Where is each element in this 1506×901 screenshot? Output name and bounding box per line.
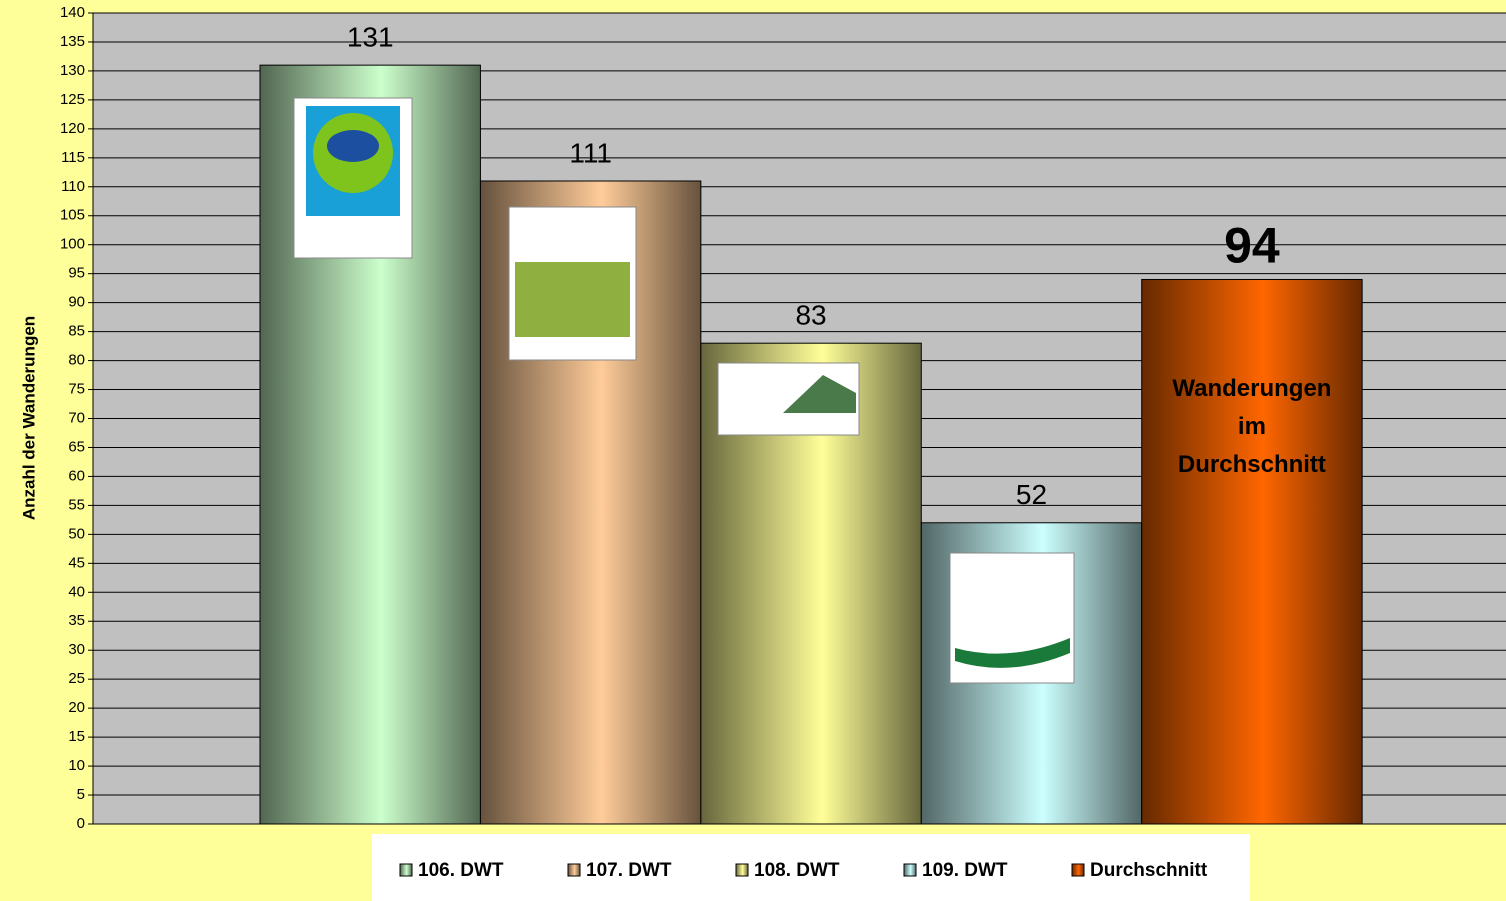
y-tick-label: 80	[68, 352, 85, 369]
legend-label: 109. DWT	[922, 860, 1008, 881]
y-tick-label: 75	[68, 381, 85, 398]
y-tick-label: 135	[60, 33, 85, 50]
y-tick-label: 20	[68, 699, 85, 716]
y-tick-label: 60	[68, 467, 85, 484]
y-tick-label: 90	[68, 294, 85, 311]
y-tick-label: 40	[68, 583, 85, 600]
data-label: 131	[347, 22, 394, 53]
y-tick-label: 115	[61, 149, 85, 166]
y-tick-label: 55	[68, 496, 85, 513]
y-tick-label: 25	[68, 670, 85, 687]
bar	[1142, 279, 1362, 824]
y-tick-label: 10	[68, 757, 85, 774]
y-tick-label: 70	[68, 409, 85, 426]
y-tick-label: 35	[68, 612, 85, 629]
y-tick-label: 130	[60, 62, 85, 79]
legend-label: Durchschnitt	[1090, 860, 1208, 881]
data-label: 111	[569, 137, 612, 168]
y-tick-label: 30	[68, 641, 85, 658]
y-tick-label: 50	[68, 525, 85, 542]
y-tick-label: 125	[60, 91, 85, 108]
legend-marker	[400, 864, 412, 876]
y-tick-label: 95	[68, 265, 85, 282]
legend-label: 108. DWT	[754, 860, 840, 881]
data-label: 94	[1224, 218, 1280, 274]
y-tick-label: 0	[77, 815, 85, 832]
chart: Anzahl der Wanderungen 0 5 10 15 20 25 30 35 40 4…	[0, 0, 1506, 901]
annotation: im	[1238, 413, 1266, 440]
y-tick-label: 140	[60, 4, 85, 21]
y-tick-label: 105	[60, 207, 85, 224]
y-axis-label: Anzahl der Wanderungen	[19, 316, 38, 520]
y-tick-label: 110	[61, 178, 85, 195]
legend-marker	[904, 864, 916, 876]
logo-shape	[327, 130, 379, 162]
data-label: 83	[795, 300, 826, 331]
data-label: 52	[1016, 479, 1047, 510]
legend-marker	[568, 864, 580, 876]
legend-label: 106. DWT	[418, 860, 504, 881]
y-tick-label: 45	[68, 554, 85, 571]
legend-label: 107. DWT	[586, 860, 672, 881]
legend-marker	[736, 864, 748, 876]
y-tick-label: 5	[77, 786, 85, 803]
y-tick-label: 65	[68, 438, 85, 455]
y-tick-label: 85	[68, 323, 85, 340]
legend-marker	[1072, 864, 1084, 876]
y-tick-label: 120	[60, 120, 85, 137]
y-tick-label: 15	[68, 728, 85, 745]
y-tick-label: 100	[60, 236, 85, 253]
annotation: Durchschnitt	[1178, 451, 1326, 478]
logo-shape	[515, 262, 630, 337]
annotation: Wanderungen	[1172, 375, 1331, 402]
